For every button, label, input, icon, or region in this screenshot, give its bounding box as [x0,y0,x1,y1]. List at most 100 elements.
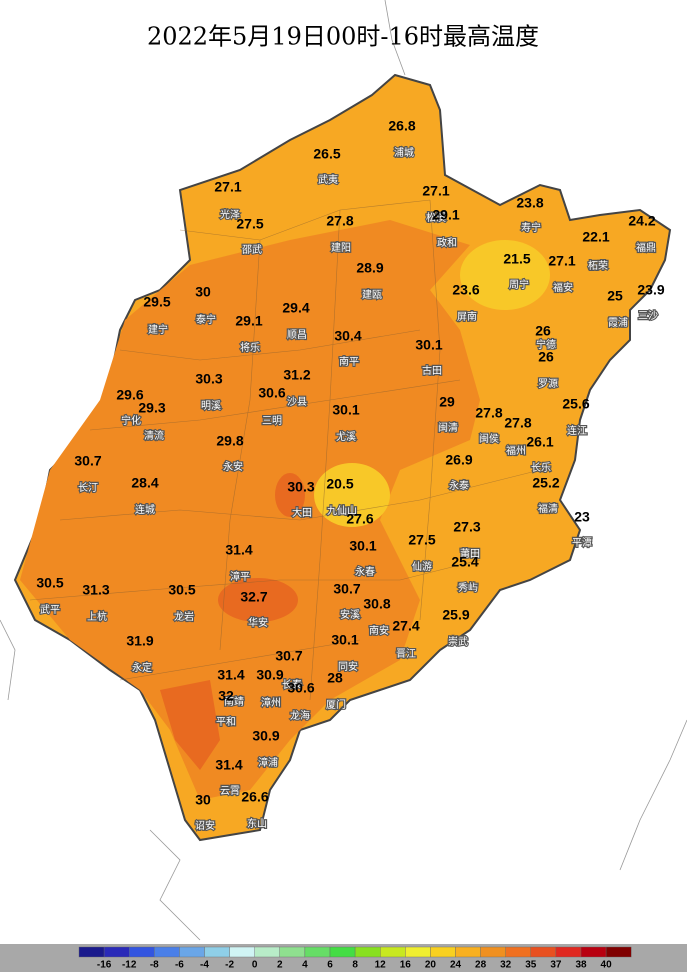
temperature-reading: 30 [195,792,211,808]
place-name: 武平 [40,603,60,616]
place-name: 厦门 [326,698,346,711]
legend-tick-label: 16 [400,960,412,971]
legend-tick-label: 35 [525,960,537,971]
place-name: 沙县 [287,396,307,408]
temperature-reading: 28 [327,670,343,686]
temperature-reading: 30.5 [36,575,63,591]
temperature-reading: 27.6 [346,511,373,527]
place-name: 闽清 [438,421,458,434]
place-name: 建阳 [331,241,351,254]
place-name: 三沙 [638,310,658,322]
place-name: 大田 [292,506,312,519]
temperature-reading: 29.5 [143,294,170,310]
place-name: 武夷 [318,173,338,186]
legend-tick-label: 38 [575,960,587,971]
place-name: 安溪 [340,608,360,621]
temperature-reading: 31.2 [283,367,310,383]
place-name: 崇武 [448,635,468,648]
temperature-reading: 26.8 [388,118,415,134]
temperature-reading: 25.4 [451,554,478,570]
temperature-reading: 24.2 [628,213,655,229]
place-name: 永春 [355,565,375,578]
place-name: 莆田 [460,547,480,560]
temperature-reading: 27.5 [236,216,263,232]
place-name: 东山 [247,817,267,830]
temperature-reading: 26.1 [526,434,553,450]
place-name: 上杭 [87,610,107,623]
temperature-reading: 30.6 [258,385,285,401]
legend-swatch [304,946,331,958]
temperature-reading: 31.4 [215,757,242,773]
temperature-reading: 27.8 [475,405,502,421]
temperature-reading: 30.3 [195,371,222,387]
legend-swatch [580,946,607,958]
place-name: 政和 [437,236,457,249]
temperature-reading: 29.1 [235,313,262,329]
legend-swatch [605,946,632,958]
place-name: 邵武 [242,243,262,256]
place-name: 同安 [338,660,358,673]
place-name: 罗源 [538,377,558,390]
legend-swatch [128,946,155,958]
legend-tick-label: -4 [200,960,209,971]
temperature-reading: 30.7 [275,648,302,664]
neighbor-borders [0,0,687,941]
legend-swatch [530,946,557,958]
legend-swatch [179,946,205,958]
temperature-reading: 30.1 [349,538,376,554]
temperature-reading: 25.2 [532,475,559,491]
place-name: 云霄 [220,785,240,797]
place-name: 将乐 [240,342,260,354]
place-name: 平潭 [572,537,592,549]
place-name: 南靖 [224,695,244,708]
temperature-reading: 22.1 [582,229,609,245]
temperature-reading: 20.5 [326,476,353,492]
place-name: 明溪 [201,400,221,412]
legend-swatch [455,946,481,958]
place-name: 连城 [135,503,155,516]
place-name: 福州 [506,444,526,457]
place-name: 光泽 [220,208,240,221]
legend-tick-label: -16 [97,960,112,971]
place-name: 龙岩 [174,610,194,623]
legend-tick-label: 32 [500,960,512,971]
place-name: 漳平 [230,570,250,583]
place-name: 建宁 [148,323,168,336]
temperature-reading: 26 [535,323,551,339]
legend-swatch [78,946,105,958]
hot-spot [275,473,305,517]
temperature-reading: 28.4 [131,475,158,491]
place-name: 宁德 [536,338,556,351]
temperature-reading: 29.4 [282,300,309,316]
place-name: 周宁 [509,278,529,291]
temperature-reading: 30.1 [331,632,358,648]
place-name: 漳浦 [258,756,278,769]
temperature-reading: 23 [574,509,590,525]
legend-tick-label: 6 [327,960,333,971]
place-name: 建瓯 [362,288,382,301]
temperature-reading: 25.9 [442,607,469,623]
place-name: 霞浦 [608,316,628,329]
temperature-reading: 27.8 [504,415,531,431]
legend-tick-label: 37 [550,960,562,971]
place-name: 闽侯 [479,432,499,445]
place-name: 南平 [339,355,359,368]
county-borders [29,199,541,701]
temperature-reading: 27.8 [326,213,353,229]
place-name: 九仙山 [327,504,357,517]
place-name: 尤溪 [336,430,356,443]
map-title: 2022年5月19日00时-16时最高温度 [147,23,539,51]
legend-tick-label: -6 [175,960,184,971]
temperature-reading: 30.7 [333,581,360,597]
legend-swatch [154,946,180,958]
place-name: 长汀 [78,482,98,494]
temperature-reading: 30.3 [287,479,314,495]
temperature-reading: 27.1 [214,179,241,195]
place-name: 长泰 [282,678,302,691]
place-name: 连江 [567,424,587,437]
place-name: 屏南 [457,310,477,323]
legend-swatch [254,946,280,958]
legend-tick-label: 24 [450,960,462,971]
temperature-reading: 31.9 [126,633,153,649]
legend-tick-label: 20 [425,960,437,971]
